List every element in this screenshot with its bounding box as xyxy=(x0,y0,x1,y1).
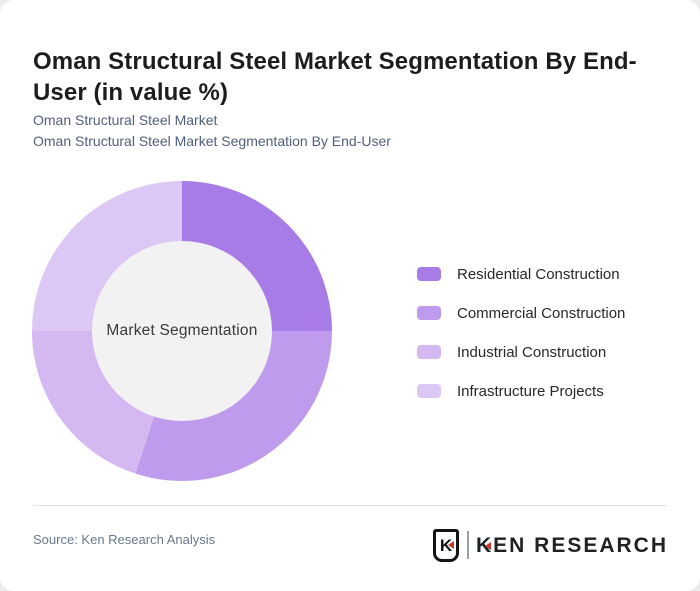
subtitle-line-2: Oman Structural Steel Market Segmentatio… xyxy=(33,133,391,149)
legend-swatch-commercial xyxy=(417,306,441,320)
wordmark-k-letter: K xyxy=(475,533,494,557)
logo-separator xyxy=(466,531,469,559)
subtitle-line-1: Oman Structural Steel Market xyxy=(33,112,218,128)
legend-item-residential: Residential Construction xyxy=(417,263,625,285)
legend-label-infrastructure: Infrastructure Projects xyxy=(457,382,604,400)
legend-swatch-residential xyxy=(417,267,441,281)
ken-research-wordmark: K EN RESEARCH xyxy=(476,535,668,556)
donut-hole: Market Segmentation xyxy=(92,241,272,421)
shield-red-triangle-icon xyxy=(447,540,454,549)
legend-label-industrial: Industrial Construction xyxy=(457,343,607,361)
legend-swatch-infrastructure xyxy=(417,384,441,398)
subtitle-block: Oman Structural Steel Market Oman Struct… xyxy=(33,110,673,152)
donut-center-label: Market Segmentation xyxy=(106,322,258,339)
footer-divider xyxy=(33,505,667,506)
ken-research-logo: K K EN RESEARCH xyxy=(432,527,668,563)
wordmark-red-triangle-icon xyxy=(484,541,491,550)
ken-research-shield-icon: K xyxy=(432,528,459,562)
donut-chart: Market Segmentation xyxy=(32,181,332,481)
legend-swatch-industrial xyxy=(417,345,441,359)
page-title: Oman Structural Steel Market Segmentatio… xyxy=(33,48,637,107)
legend-item-infrastructure: Infrastructure Projects xyxy=(417,380,625,402)
legend-label-commercial: Commercial Construction xyxy=(457,304,626,322)
source-text: Source: Ken Research Analysis xyxy=(33,532,216,547)
chart-legend: Residential Construction Commercial Cons… xyxy=(417,263,625,419)
legend-label-residential: Residential Construction xyxy=(457,265,620,283)
wordmark-rest: EN RESEARCH xyxy=(493,533,668,557)
legend-item-commercial: Commercial Construction xyxy=(417,302,625,324)
wordmark-k: K xyxy=(476,535,493,556)
legend-item-industrial: Industrial Construction xyxy=(417,341,625,363)
